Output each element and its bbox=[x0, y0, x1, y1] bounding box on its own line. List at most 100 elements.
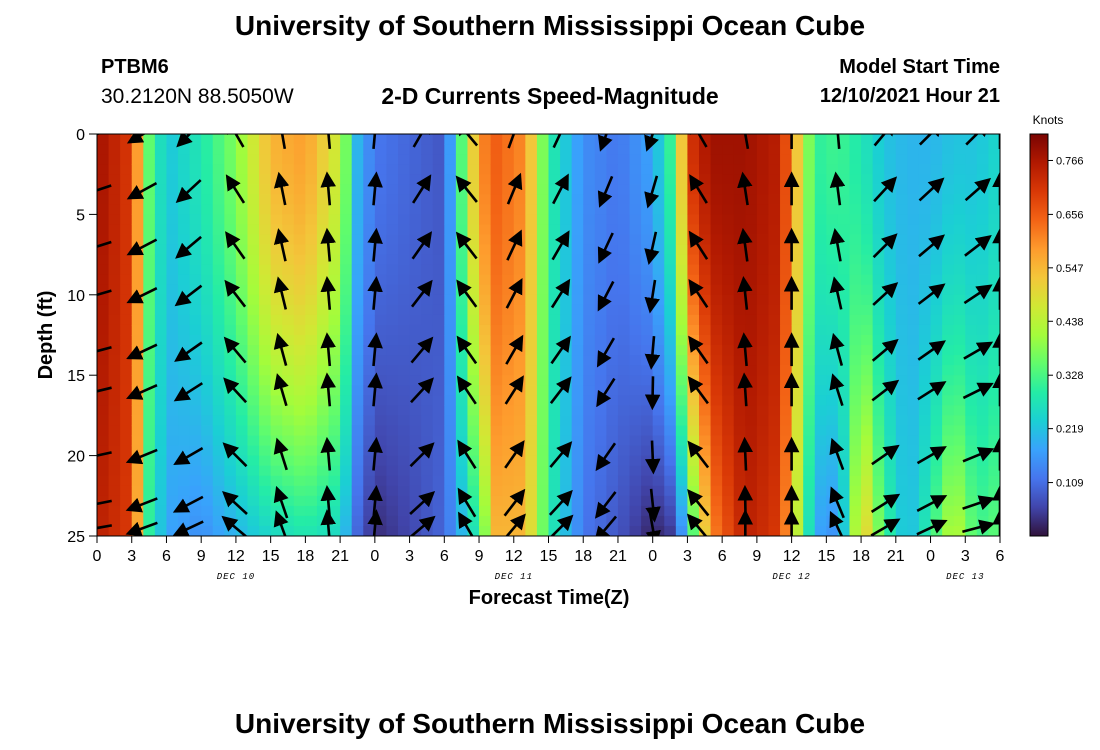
heatmap-cell bbox=[525, 244, 538, 256]
heatmap-cell bbox=[826, 164, 839, 175]
heatmap-cell bbox=[872, 144, 885, 155]
heatmap-cell bbox=[571, 294, 584, 306]
heatmap-cell bbox=[235, 164, 249, 175]
heatmap-cell bbox=[687, 525, 700, 536]
heatmap-cell bbox=[166, 154, 179, 165]
heatmap-cell bbox=[803, 284, 816, 296]
heatmap-cell bbox=[803, 274, 816, 286]
heatmap-cell bbox=[502, 164, 515, 175]
heatmap-cell bbox=[675, 405, 689, 416]
current-vector-arrow bbox=[126, 384, 158, 400]
heatmap-cell bbox=[861, 224, 874, 236]
heatmap-cell bbox=[733, 184, 746, 195]
heatmap-cell bbox=[664, 435, 677, 447]
heatmap-cell bbox=[942, 355, 955, 366]
heatmap-cell bbox=[675, 455, 689, 467]
heatmap-cell bbox=[895, 335, 908, 346]
heatmap-cell bbox=[166, 144, 179, 155]
heatmap-cell bbox=[212, 495, 225, 507]
heatmap-cell bbox=[837, 244, 851, 256]
heatmap-cell bbox=[861, 365, 874, 376]
heatmap-cell bbox=[687, 465, 700, 477]
heatmap-cell bbox=[953, 184, 966, 195]
heatmap-cell bbox=[513, 154, 526, 165]
heatmap-cell bbox=[398, 164, 411, 175]
heatmap-cell bbox=[166, 194, 179, 205]
heatmap-cell bbox=[328, 335, 341, 346]
heatmap-cell bbox=[861, 405, 874, 416]
heatmap-cell bbox=[467, 254, 480, 266]
current-vector-arrow bbox=[367, 227, 383, 262]
heatmap-cell bbox=[328, 224, 341, 236]
heatmap-cell bbox=[733, 294, 746, 306]
heatmap-cell bbox=[398, 294, 411, 306]
heatmap-cell bbox=[189, 505, 202, 517]
heatmap-cell bbox=[421, 415, 434, 427]
heatmap-cell bbox=[965, 505, 978, 517]
heatmap-cell bbox=[363, 324, 376, 336]
heatmap-cell bbox=[201, 154, 214, 165]
heatmap-cell bbox=[814, 314, 827, 326]
heatmap-cell bbox=[398, 274, 411, 286]
heatmap-cell bbox=[641, 335, 654, 346]
heatmap-cell bbox=[918, 455, 932, 467]
heatmap-cell bbox=[143, 294, 156, 306]
x-tick-label: 21 bbox=[609, 548, 627, 565]
heatmap-cell bbox=[536, 274, 550, 286]
heatmap-cell bbox=[965, 435, 978, 447]
heatmap-cell bbox=[768, 234, 781, 246]
heatmap-cell bbox=[235, 174, 249, 185]
heatmap-cell bbox=[641, 164, 654, 175]
heatmap-cell bbox=[513, 475, 526, 487]
heatmap-cell bbox=[548, 144, 561, 155]
heatmap-cell bbox=[722, 224, 735, 236]
heatmap-cell bbox=[479, 314, 492, 326]
heatmap-cell bbox=[502, 465, 515, 477]
heatmap-cell bbox=[479, 335, 492, 346]
heatmap-cell bbox=[664, 144, 677, 155]
heatmap-cell bbox=[548, 525, 561, 536]
heatmap-cell bbox=[282, 194, 295, 205]
heatmap-cell bbox=[120, 164, 133, 175]
y-tick-label: 15 bbox=[67, 368, 85, 385]
heatmap-cell bbox=[131, 264, 144, 276]
heatmap-cell bbox=[201, 355, 214, 366]
heatmap-cell bbox=[143, 445, 156, 457]
heatmap-cell bbox=[872, 405, 885, 416]
heatmap-cell bbox=[143, 164, 156, 175]
heatmap-cell bbox=[849, 204, 862, 215]
heatmap-cell bbox=[467, 214, 480, 226]
heatmap-cell bbox=[154, 244, 168, 256]
heatmap-cell bbox=[710, 395, 723, 406]
heatmap-cell bbox=[340, 395, 353, 406]
heatmap-cell bbox=[189, 375, 202, 386]
heatmap-cell bbox=[722, 385, 735, 396]
heatmap-cell bbox=[768, 425, 781, 437]
heatmap-cell bbox=[745, 324, 758, 336]
heatmap-cell bbox=[270, 134, 283, 145]
heatmap-cell bbox=[664, 164, 677, 175]
heatmap-cell bbox=[398, 154, 411, 165]
heatmap-cell bbox=[455, 395, 469, 406]
heatmap-cell bbox=[594, 234, 607, 246]
heatmap-cell bbox=[97, 134, 110, 145]
heatmap-cell bbox=[351, 224, 364, 236]
heatmap-cell bbox=[386, 475, 399, 487]
heatmap-cell bbox=[907, 204, 920, 215]
heatmap-cell bbox=[143, 244, 156, 256]
heatmap-cell bbox=[768, 525, 781, 536]
heatmap-cell bbox=[305, 425, 318, 437]
heatmap-cell bbox=[988, 365, 1000, 376]
heatmap-cell bbox=[340, 405, 353, 416]
heatmap-cell bbox=[780, 144, 793, 155]
current-vector-arrow bbox=[273, 373, 289, 407]
heatmap-cell bbox=[872, 505, 885, 517]
heatmap-cell bbox=[259, 264, 272, 276]
x-tick-label: 3 bbox=[127, 548, 136, 565]
heatmap-cell bbox=[837, 415, 851, 427]
heatmap-cell bbox=[536, 435, 550, 447]
heatmap-cell bbox=[756, 345, 770, 356]
heatmap-cell bbox=[363, 304, 376, 316]
heatmap-cell bbox=[259, 345, 272, 356]
current-vector-arrow bbox=[644, 279, 660, 314]
